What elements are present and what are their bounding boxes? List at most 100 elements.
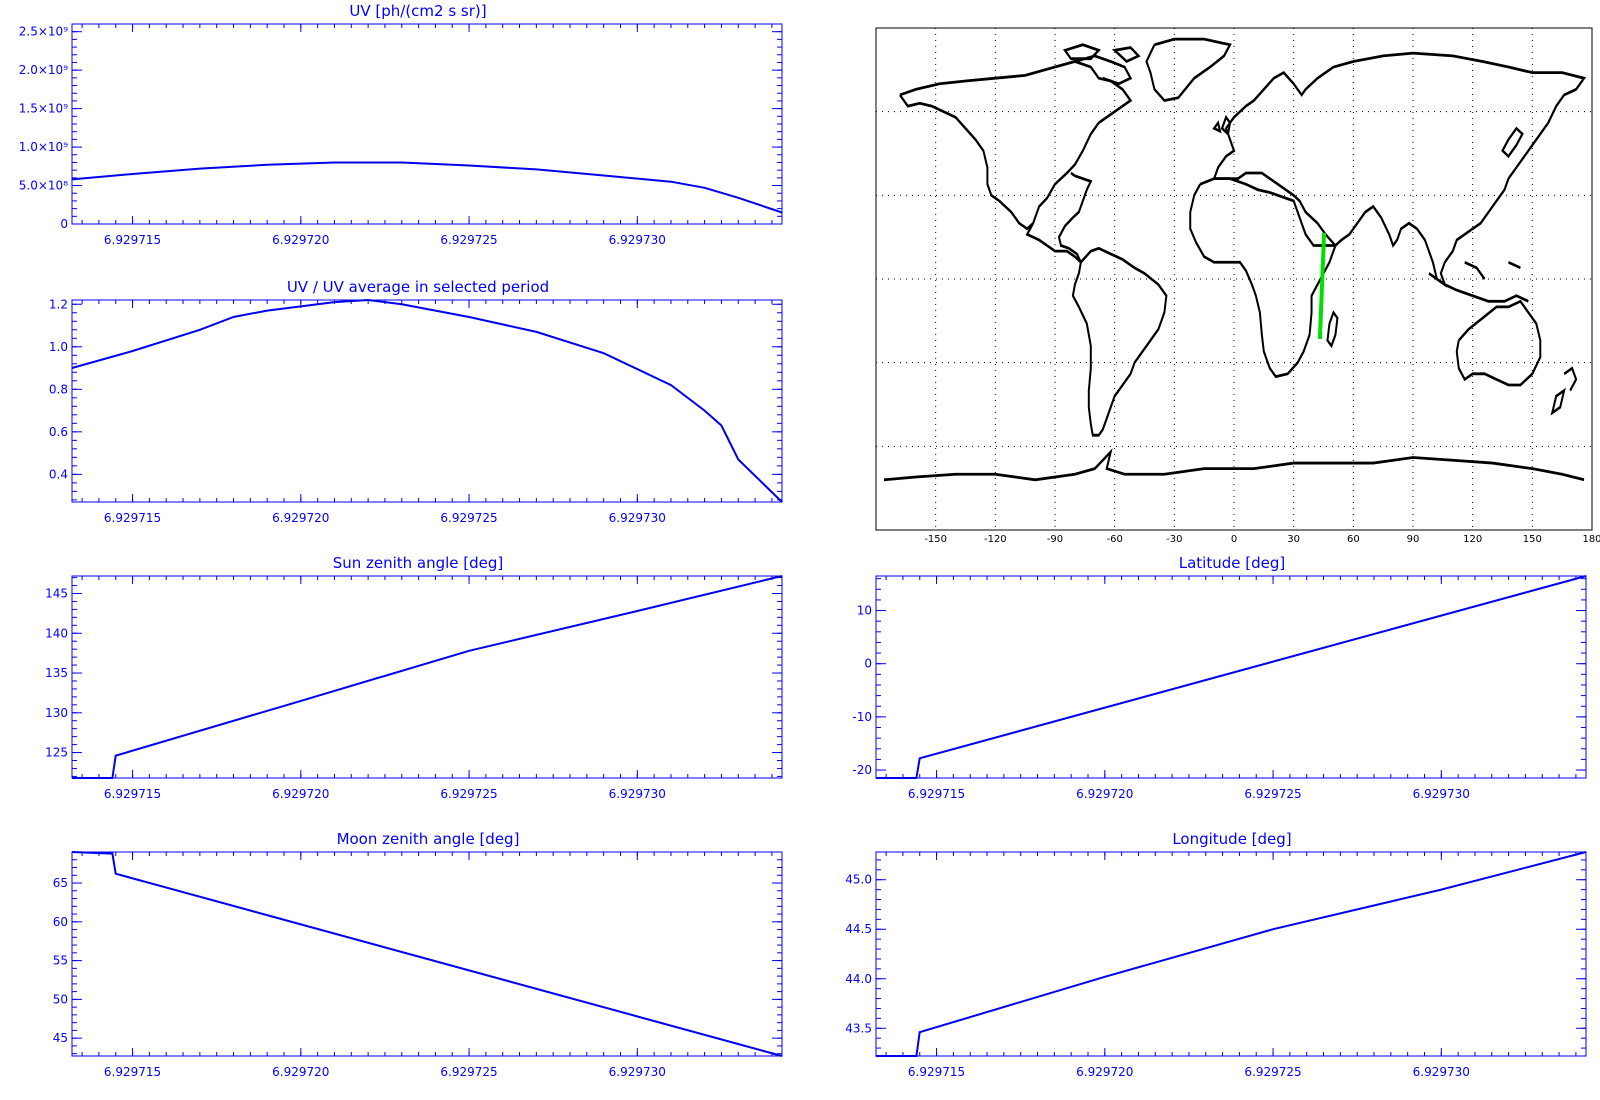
map-longitude-axis: -150 -120 -90 -60 -30 0 30 60 90 120 150 180 [924,534,1600,545]
x-tick-label: 6.929725 [1244,787,1301,801]
map-lon-tick-label: 0 [1231,534,1237,545]
y-tick-label: 1.2 [49,297,68,311]
map-lon-tick-label: -60 [1106,534,1122,545]
y-tick-label: 125 [45,746,68,760]
coastline-australia [1455,299,1542,387]
series-line [71,161,783,214]
series-line [876,575,1587,779]
map-lon-tick-label: 60 [1347,534,1360,545]
series-line [72,575,783,779]
y-tick-label: 0 [60,217,68,231]
x-tick-label: 6.929725 [440,511,497,525]
plot-area: 6.929715 6.929720 6.929725 6.929730 45 50 55 60… [53,851,783,1079]
chart-title: Sun zenith angle [deg] [333,554,504,572]
coastline-japan [1501,126,1524,159]
y-tick-label: 50 [53,992,68,1006]
plot-frame [875,575,1587,779]
x-tick-label: 6.929720 [1076,787,1133,801]
latitude-panel: Latitude [deg] 6.929715 6.929720 6.929725 6… [852,554,1587,801]
plot-area: 6.929715 6.929720 6.929725 6.929730 -20 -10 0 1… [852,575,1587,801]
series-line [71,851,783,1057]
plot-frame [71,23,783,225]
orbit-track [1317,232,1327,340]
map-lon-tick-label: -90 [1047,534,1063,545]
y-tick-label: 145 [45,586,68,600]
y-tick-label: 45 [53,1031,68,1045]
world-map-panel: -150 -120 -90 -60 -30 0 30 60 90 120 150 180 [875,27,1600,545]
map-lon-tick-label: -150 [924,534,947,545]
x-tick-label: 6.929720 [1076,1065,1133,1079]
x-tick-label: 6.929730 [609,787,666,801]
chart-title: UV / UV average in selected period [287,278,549,296]
y-tick-label: 43.5 [845,1021,872,1035]
map-lon-tick-label: 120 [1463,534,1482,545]
y-tick-label: 44.0 [845,972,872,986]
chart-title: Moon zenith angle [deg] [337,830,520,848]
chart-title: UV [ph/(cm2 s sr)] [349,2,486,20]
map-lon-tick-label: -120 [984,534,1007,545]
map-lon-tick-label: 90 [1407,534,1420,545]
x-tick-label: 6.929725 [440,787,497,801]
coastline-arctic-islands [1062,43,1141,86]
map-lon-tick-label: -30 [1166,534,1182,545]
longitude-panel: Longitude [deg] 6.929715 6.929720 6.929725… [845,830,1587,1079]
plot-area: 6.929715 6.929720 6.929725 6.929730 0.4 0.6 0.… [49,297,783,525]
map-lon-tick-label: 180 [1582,534,1600,545]
coastline-north-america [899,60,1133,264]
x-tick-label: 6.929725 [1244,1065,1301,1079]
y-tick-label: 1.0×10⁹ [19,140,68,154]
x-tick-label: 6.929720 [272,233,329,247]
x-tick-label: 6.929720 [272,787,329,801]
coastline-antarctica [883,448,1585,482]
y-tick-label: 0.4 [49,467,68,481]
x-tick-label: 6.929730 [1413,1065,1470,1079]
x-tick-label: 6.929715 [104,1065,161,1079]
coastline-south-america [1071,246,1168,437]
chart-title: Latitude [deg] [1179,554,1285,572]
y-tick-label: 140 [45,626,68,640]
plot-frame [71,575,783,779]
y-tick-label: 2.0×10⁹ [19,63,68,77]
series-line [71,298,783,503]
y-tick-label: 65 [53,876,68,890]
y-tick-label: -10 [852,710,872,724]
y-tick-label: 44.5 [845,922,872,936]
plot-frame [875,851,1587,1057]
coastline-madagascar [1326,310,1339,349]
x-tick-label: 6.929715 [104,787,161,801]
x-tick-label: 6.929730 [609,1065,666,1079]
x-tick-label: 6.929720 [272,1065,329,1079]
x-tick-label: 6.929715 [908,1065,965,1079]
series-line [876,851,1587,1057]
coastline-uk [1212,114,1232,137]
uv-ratio-panel: UV / UV average in selected period 6.929… [49,278,783,525]
x-tick-label: 6.929730 [609,233,666,247]
coastline-greenland [1145,37,1232,102]
x-tick-label: 6.929725 [440,1065,497,1079]
orbit-track-line [1317,232,1327,340]
coastline-africa [1189,177,1338,379]
y-tick-label: 2.5×10⁹ [19,25,68,39]
y-tick-label: 45.0 [845,873,872,887]
plot-area: 6.929715 6.929720 6.929725 6.929730 0 5.0×10⁸… [19,23,783,247]
coastline-new-zealand [1550,366,1578,416]
plot-frame [71,851,783,1057]
y-tick-label: 0.8 [49,382,68,396]
coastlines [883,37,1587,482]
chart-title: Longitude [deg] [1172,830,1291,848]
x-tick-label: 6.929730 [609,511,666,525]
plot-area: 6.929715 6.929720 6.929725 6.929730 125 130 13… [45,575,783,801]
plot-area: 6.929715 6.929720 6.929725 6.929730 43.5 44.0… [845,851,1587,1079]
sun-zenith-panel: Sun zenith angle [deg] 6.929715 6.929720 6… [45,554,783,801]
y-tick-label: 0.6 [49,425,68,439]
y-tick-label: 5.0×10⁸ [19,179,68,193]
y-tick-label: 55 [53,954,68,968]
x-tick-label: 6.929725 [440,233,497,247]
map-lon-tick-label: 30 [1287,534,1300,545]
moon-zenith-panel: Moon zenith angle [deg] 6.929715 6.929720… [53,830,783,1079]
y-tick-label: 130 [45,706,68,720]
coastline-eurasia [1213,51,1587,288]
y-tick-label: 1.0 [49,340,68,354]
x-tick-label: 6.929720 [272,511,329,525]
